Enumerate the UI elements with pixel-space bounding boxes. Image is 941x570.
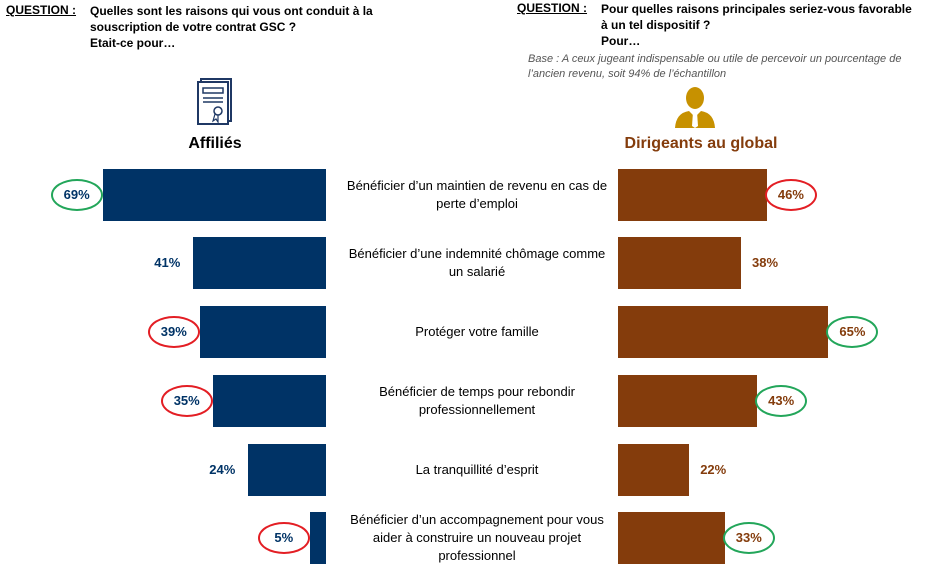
highlight-ring [755, 385, 808, 417]
left-question-label: QUESTION : [6, 3, 77, 17]
bar-dirigeants [618, 375, 758, 427]
highlight-ring [147, 316, 200, 348]
value-label-dirigeants: 22% [700, 462, 727, 477]
right-question-label: QUESTION : [517, 1, 588, 15]
value-label-affilies: 41% [154, 255, 181, 270]
bar-affilies [102, 169, 326, 221]
category-label: Bénéficier d’une indemnité chômage comme… [348, 246, 606, 279]
category-label: Bénéficier de temps pour rebondir profes… [379, 384, 575, 417]
certificate-icon [197, 78, 232, 125]
left-question-text: Quelles sont les raisons qui vous ont co… [90, 4, 373, 50]
category-label: La tranquillité d’esprit [415, 462, 539, 477]
bar-dirigeants [618, 512, 725, 564]
value-label-affilies: 24% [209, 462, 236, 477]
bar-affilies [193, 237, 326, 289]
businessman-icon [675, 87, 715, 128]
category-label: Bénéficier d’un accompagnement pour vous… [350, 512, 604, 563]
highlight-ring [50, 179, 103, 211]
bar-dirigeants [618, 444, 690, 496]
highlight-ring [764, 179, 817, 211]
bar-affilies [248, 444, 326, 496]
highlight-ring [160, 385, 213, 417]
base-note: Base : A ceux jugeant indispensable ou u… [528, 53, 902, 80]
value-label-dirigeants: 38% [751, 255, 779, 270]
dirigeants-heading: Dirigeants au global [624, 135, 778, 152]
category-label: Bénéficier d’un maintien de revenu en ca… [346, 178, 608, 211]
bar-affilies [309, 512, 326, 564]
bar-dirigeants [618, 306, 829, 358]
category-label: Protéger votre famille [415, 324, 539, 339]
highlight-ring [257, 522, 310, 554]
bar-dirigeants [618, 169, 767, 221]
affilies-heading: Affiliés [188, 135, 242, 152]
bar-affilies [212, 375, 326, 427]
highlight-ring [722, 522, 775, 554]
bar-affilies [199, 306, 326, 358]
bar-dirigeants [618, 237, 741, 289]
highlight-ring [826, 316, 879, 348]
right-question-text: Pour quelles raisons principales seriez-… [601, 2, 912, 48]
